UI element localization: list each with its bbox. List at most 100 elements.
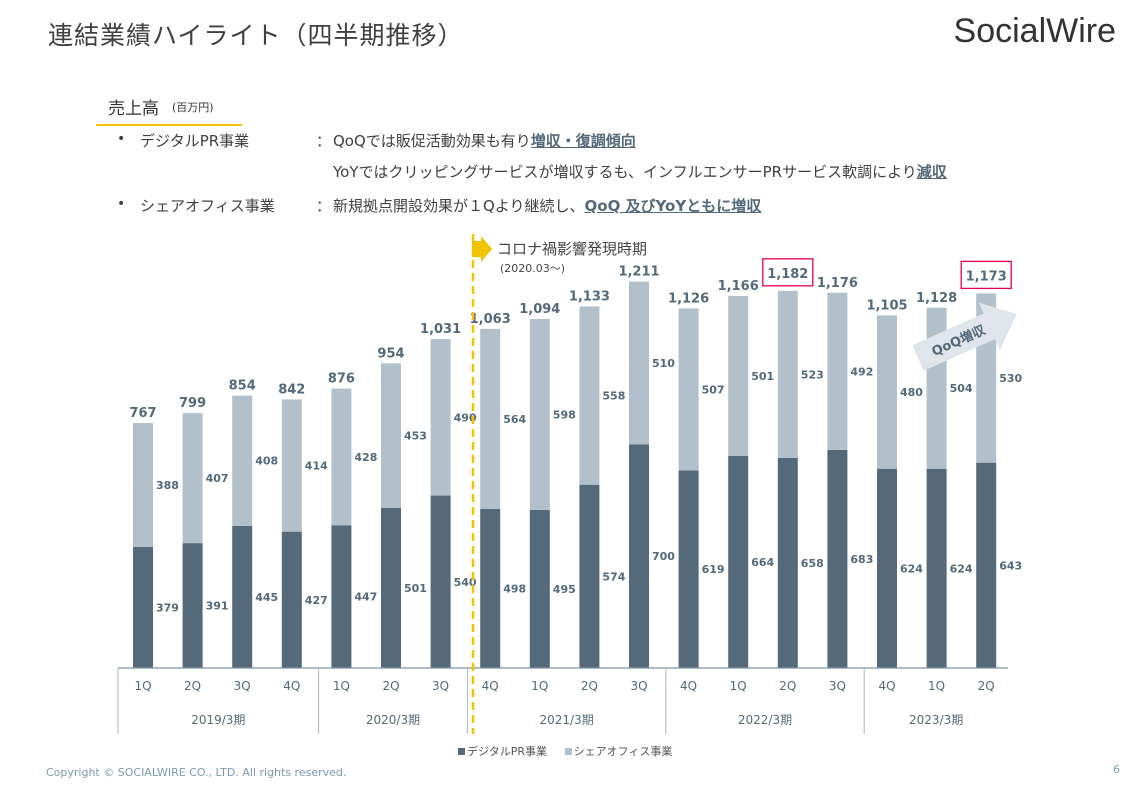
x-tick-label: 1Q — [928, 679, 945, 693]
chart-labels: 379 388 767 1Q 391 407 799 2Q 445 408 854 3Q 427 414 8… — [129, 258, 1023, 727]
chart-bars — [133, 281, 997, 668]
data-label-digital: 700 — [652, 550, 675, 563]
fiscal-year-label: 2022/3期 — [738, 713, 792, 727]
data-label-digital: 427 — [305, 594, 328, 607]
section-label: 売上高 — [108, 99, 159, 119]
fiscal-year-label: 2020/3期 — [366, 713, 420, 727]
data-label-digital: 624 — [900, 562, 923, 575]
bar-office — [430, 339, 451, 496]
bar-digital — [629, 444, 649, 668]
corona-arrow-icon — [472, 236, 492, 262]
bar-office — [678, 308, 699, 471]
bullet-text-office: 新規拠点開設効果が１Qより継続し、QoQ 及びYoYともに増収 — [333, 195, 761, 216]
data-label-office: 388 — [156, 479, 179, 492]
bar-office — [777, 290, 798, 458]
x-tick-label: 4Q — [878, 679, 895, 693]
bar-office — [381, 363, 401, 509]
data-label-office: 530 — [999, 372, 1022, 385]
bar-digital — [182, 543, 203, 668]
x-tick-label: 4Q — [482, 679, 499, 693]
data-label-digital: 445 — [255, 591, 278, 604]
highlight-box — [960, 260, 1012, 290]
page-title: 連結業績ハイライト（四半期推移） — [48, 21, 464, 50]
x-tick-label: 2Q — [978, 679, 995, 693]
bar-digital — [430, 495, 451, 668]
bar-office — [281, 399, 302, 532]
legend-digital: デジタルPR事業 — [467, 745, 548, 758]
bullet-emphasis: 増収・復調傾向 — [530, 132, 636, 150]
total-label: 954 — [377, 346, 404, 361]
bar-digital — [281, 531, 302, 668]
data-label-office: 492 — [850, 365, 873, 378]
bar-digital — [579, 484, 600, 668]
data-label-office: 507 — [702, 383, 725, 396]
fiscal-year-label: 2023/3期 — [909, 713, 963, 727]
bar-office — [579, 306, 600, 485]
bullet-dot: • — [117, 131, 126, 147]
bar-digital — [877, 468, 897, 668]
x-tick-label: 1Q — [531, 679, 548, 693]
data-label-office: 428 — [354, 451, 377, 464]
total-label: 1,133 — [569, 289, 610, 304]
fiscal-year-label: 2019/3期 — [191, 713, 245, 727]
bar-office — [182, 413, 203, 544]
bullet-text-digital-qoq: QoQでは販促活動効果も有り増収・復調傾向 — [333, 130, 636, 151]
data-label-digital: 501 — [404, 582, 427, 595]
total-label: 854 — [229, 379, 256, 394]
total-label: 799 — [179, 396, 206, 411]
bullet-text-digital-yoy: YoYではクリッピングサービスが増収するも、インフルエンサーPRサービス軟調によ… — [333, 161, 947, 182]
x-tick-label: 2Q — [581, 679, 598, 693]
highlight-box — [762, 258, 814, 287]
x-tick-label: 2Q — [184, 679, 201, 693]
legend-office: シェアオフィス事業 — [573, 745, 673, 758]
data-label-digital: 658 — [801, 557, 824, 570]
total-label: 1,105 — [866, 298, 907, 313]
legend-swatch-office — [564, 748, 572, 755]
total-label: 1,128 — [916, 291, 957, 306]
bar-digital — [926, 468, 947, 668]
section-unit: (百万円) — [172, 101, 214, 114]
data-label-office: 480 — [900, 386, 923, 399]
total-label: 1,182 — [767, 267, 808, 282]
x-tick-label: 1Q — [730, 679, 747, 693]
data-label-office: 408 — [255, 455, 278, 468]
bullet-colon: ： — [316, 132, 332, 150]
bullet-colon: ： — [316, 197, 332, 215]
bar-digital — [133, 546, 153, 668]
page-number: 6 — [1113, 763, 1120, 776]
data-label-digital: 379 — [156, 601, 179, 614]
total-label: 842 — [278, 382, 305, 397]
data-label-office: 564 — [503, 413, 526, 426]
section-heading: 売上高 (百万円) — [96, 90, 242, 126]
bar-office — [331, 388, 352, 526]
legend-swatch-digital — [458, 748, 465, 755]
total-label: 1,031 — [420, 322, 461, 337]
x-tick-label: 4Q — [283, 679, 300, 693]
total-label: 876 — [328, 372, 355, 387]
bar-office — [728, 295, 749, 456]
total-label: 767 — [129, 406, 156, 421]
bar-digital — [480, 508, 501, 668]
bar-office — [133, 423, 153, 547]
data-label-office: 598 — [553, 408, 576, 421]
x-tick-label: 1Q — [333, 679, 350, 693]
data-label-office: 490 — [454, 411, 477, 424]
x-tick-label: 2Q — [779, 679, 796, 693]
bar-digital — [381, 508, 401, 668]
data-label-office: 510 — [652, 357, 675, 370]
chart-axis — [117, 667, 1008, 734]
x-tick-label: 4Q — [680, 679, 697, 693]
total-label: 1,211 — [618, 265, 659, 280]
corona-date: (2020.03〜) — [500, 262, 565, 275]
total-label: 1,166 — [718, 279, 759, 294]
bar-office — [629, 281, 649, 445]
total-label: 1,176 — [817, 276, 858, 291]
bar-office — [232, 395, 253, 526]
data-label-digital: 664 — [751, 556, 774, 569]
bar-digital — [232, 525, 253, 668]
data-label-office: 407 — [206, 472, 229, 485]
bullet-emphasis: QoQ 及びYoYともに増収 — [584, 197, 762, 215]
data-label-office: 453 — [404, 430, 427, 443]
data-label-digital: 391 — [206, 600, 229, 613]
